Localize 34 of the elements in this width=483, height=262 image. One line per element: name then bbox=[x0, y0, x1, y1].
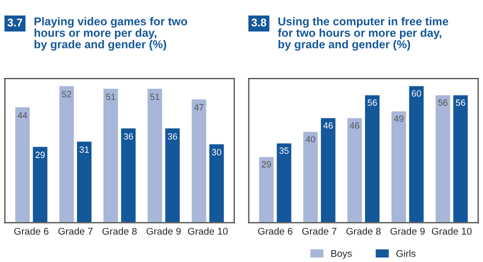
data-label: 49 bbox=[394, 115, 404, 122]
data-label: 35 bbox=[279, 147, 289, 154]
x-tick-label: Grade 8 bbox=[346, 228, 381, 235]
legend-label: Boys bbox=[331, 250, 352, 259]
data-label: 56 bbox=[456, 99, 466, 106]
data-label: 51 bbox=[150, 94, 160, 100]
data-label: 44 bbox=[18, 112, 28, 118]
x-tick-label: Grade 8 bbox=[102, 228, 137, 235]
data-label: 29 bbox=[262, 161, 271, 168]
data-label: 29 bbox=[36, 152, 45, 158]
data-label: 47 bbox=[194, 104, 204, 110]
data-label: 51 bbox=[106, 94, 116, 100]
data-label: 56 bbox=[438, 99, 448, 106]
data-label: 31 bbox=[80, 146, 89, 153]
data-label: 46 bbox=[323, 122, 333, 129]
x-tick-label: Grade 9 bbox=[146, 228, 181, 235]
x-tick-label: Grade 9 bbox=[390, 228, 425, 235]
chart-title: 3.8 Using the computer in free time for two hours or more per day, by grade and gender (%) bbox=[251, 17, 448, 51]
x-tick-label: Grade 7 bbox=[58, 228, 92, 235]
data-label: 36 bbox=[168, 133, 178, 140]
legend-label: Girls bbox=[396, 250, 416, 257]
data-label: 46 bbox=[350, 122, 360, 129]
x-tick-label: Grade 6 bbox=[14, 228, 48, 235]
x-tick-label: Grade 10 bbox=[188, 228, 228, 235]
x-tick-label: Grade 10 bbox=[432, 228, 472, 235]
x-tick-label: Grade 7 bbox=[302, 228, 336, 235]
data-label: 60 bbox=[412, 90, 422, 97]
data-label: 30 bbox=[212, 149, 222, 156]
data-label: 40 bbox=[306, 136, 316, 142]
data-label: 52 bbox=[62, 90, 72, 98]
data-label: 36 bbox=[124, 133, 133, 140]
data-label: 56 bbox=[368, 99, 377, 106]
x-tick-label: Grade 6 bbox=[258, 228, 292, 235]
chart-title: 3.7 Playing video games for two hours or more per day, by grade and gender (%) bbox=[8, 17, 188, 51]
